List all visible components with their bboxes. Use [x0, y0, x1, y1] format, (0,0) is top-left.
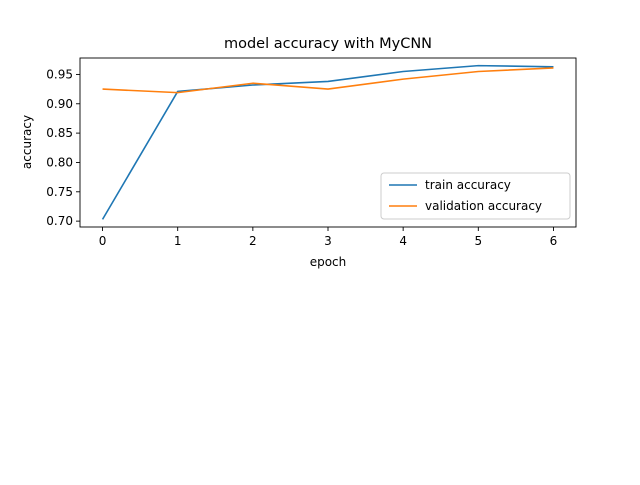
y-tick-label: 0.75 — [46, 185, 73, 199]
y-tick-label: 0.70 — [46, 214, 73, 228]
x-tick-label: 4 — [399, 234, 407, 248]
legend-box — [380, 172, 571, 220]
x-tick-label: 3 — [324, 234, 332, 248]
x-axis-label: epoch — [310, 255, 347, 269]
legend: train accuracy validation accuracy — [380, 172, 571, 220]
series-line-train-accuracy — [101, 64, 554, 220]
y-tick-label: 0.95 — [46, 67, 73, 81]
x-tick-label: 0 — [99, 234, 107, 248]
y-tick-label: 0.85 — [46, 126, 73, 140]
axes-frame — [79, 57, 577, 228]
series-line-validation-accuracy — [102, 67, 554, 94]
x-tick-label: 6 — [550, 234, 558, 248]
x-tick-label: 2 — [249, 234, 257, 248]
legend-label: train accuracy — [425, 178, 511, 192]
y-tick-label: 0.80 — [46, 155, 73, 169]
x-tick-label: 5 — [474, 234, 482, 248]
y-axis-label: accuracy — [20, 115, 34, 169]
chart-title: model accuracy with MyCNN — [224, 36, 432, 52]
plot-area: 0 1 2 3 4 5 6 0.70 0.75 0.80 0.85 0.90 0.95 — [46, 64, 558, 248]
x-tick-label: 1 — [174, 234, 182, 248]
y-tick-label: 0.90 — [46, 97, 73, 111]
legend-label: validation accuracy — [425, 199, 542, 213]
